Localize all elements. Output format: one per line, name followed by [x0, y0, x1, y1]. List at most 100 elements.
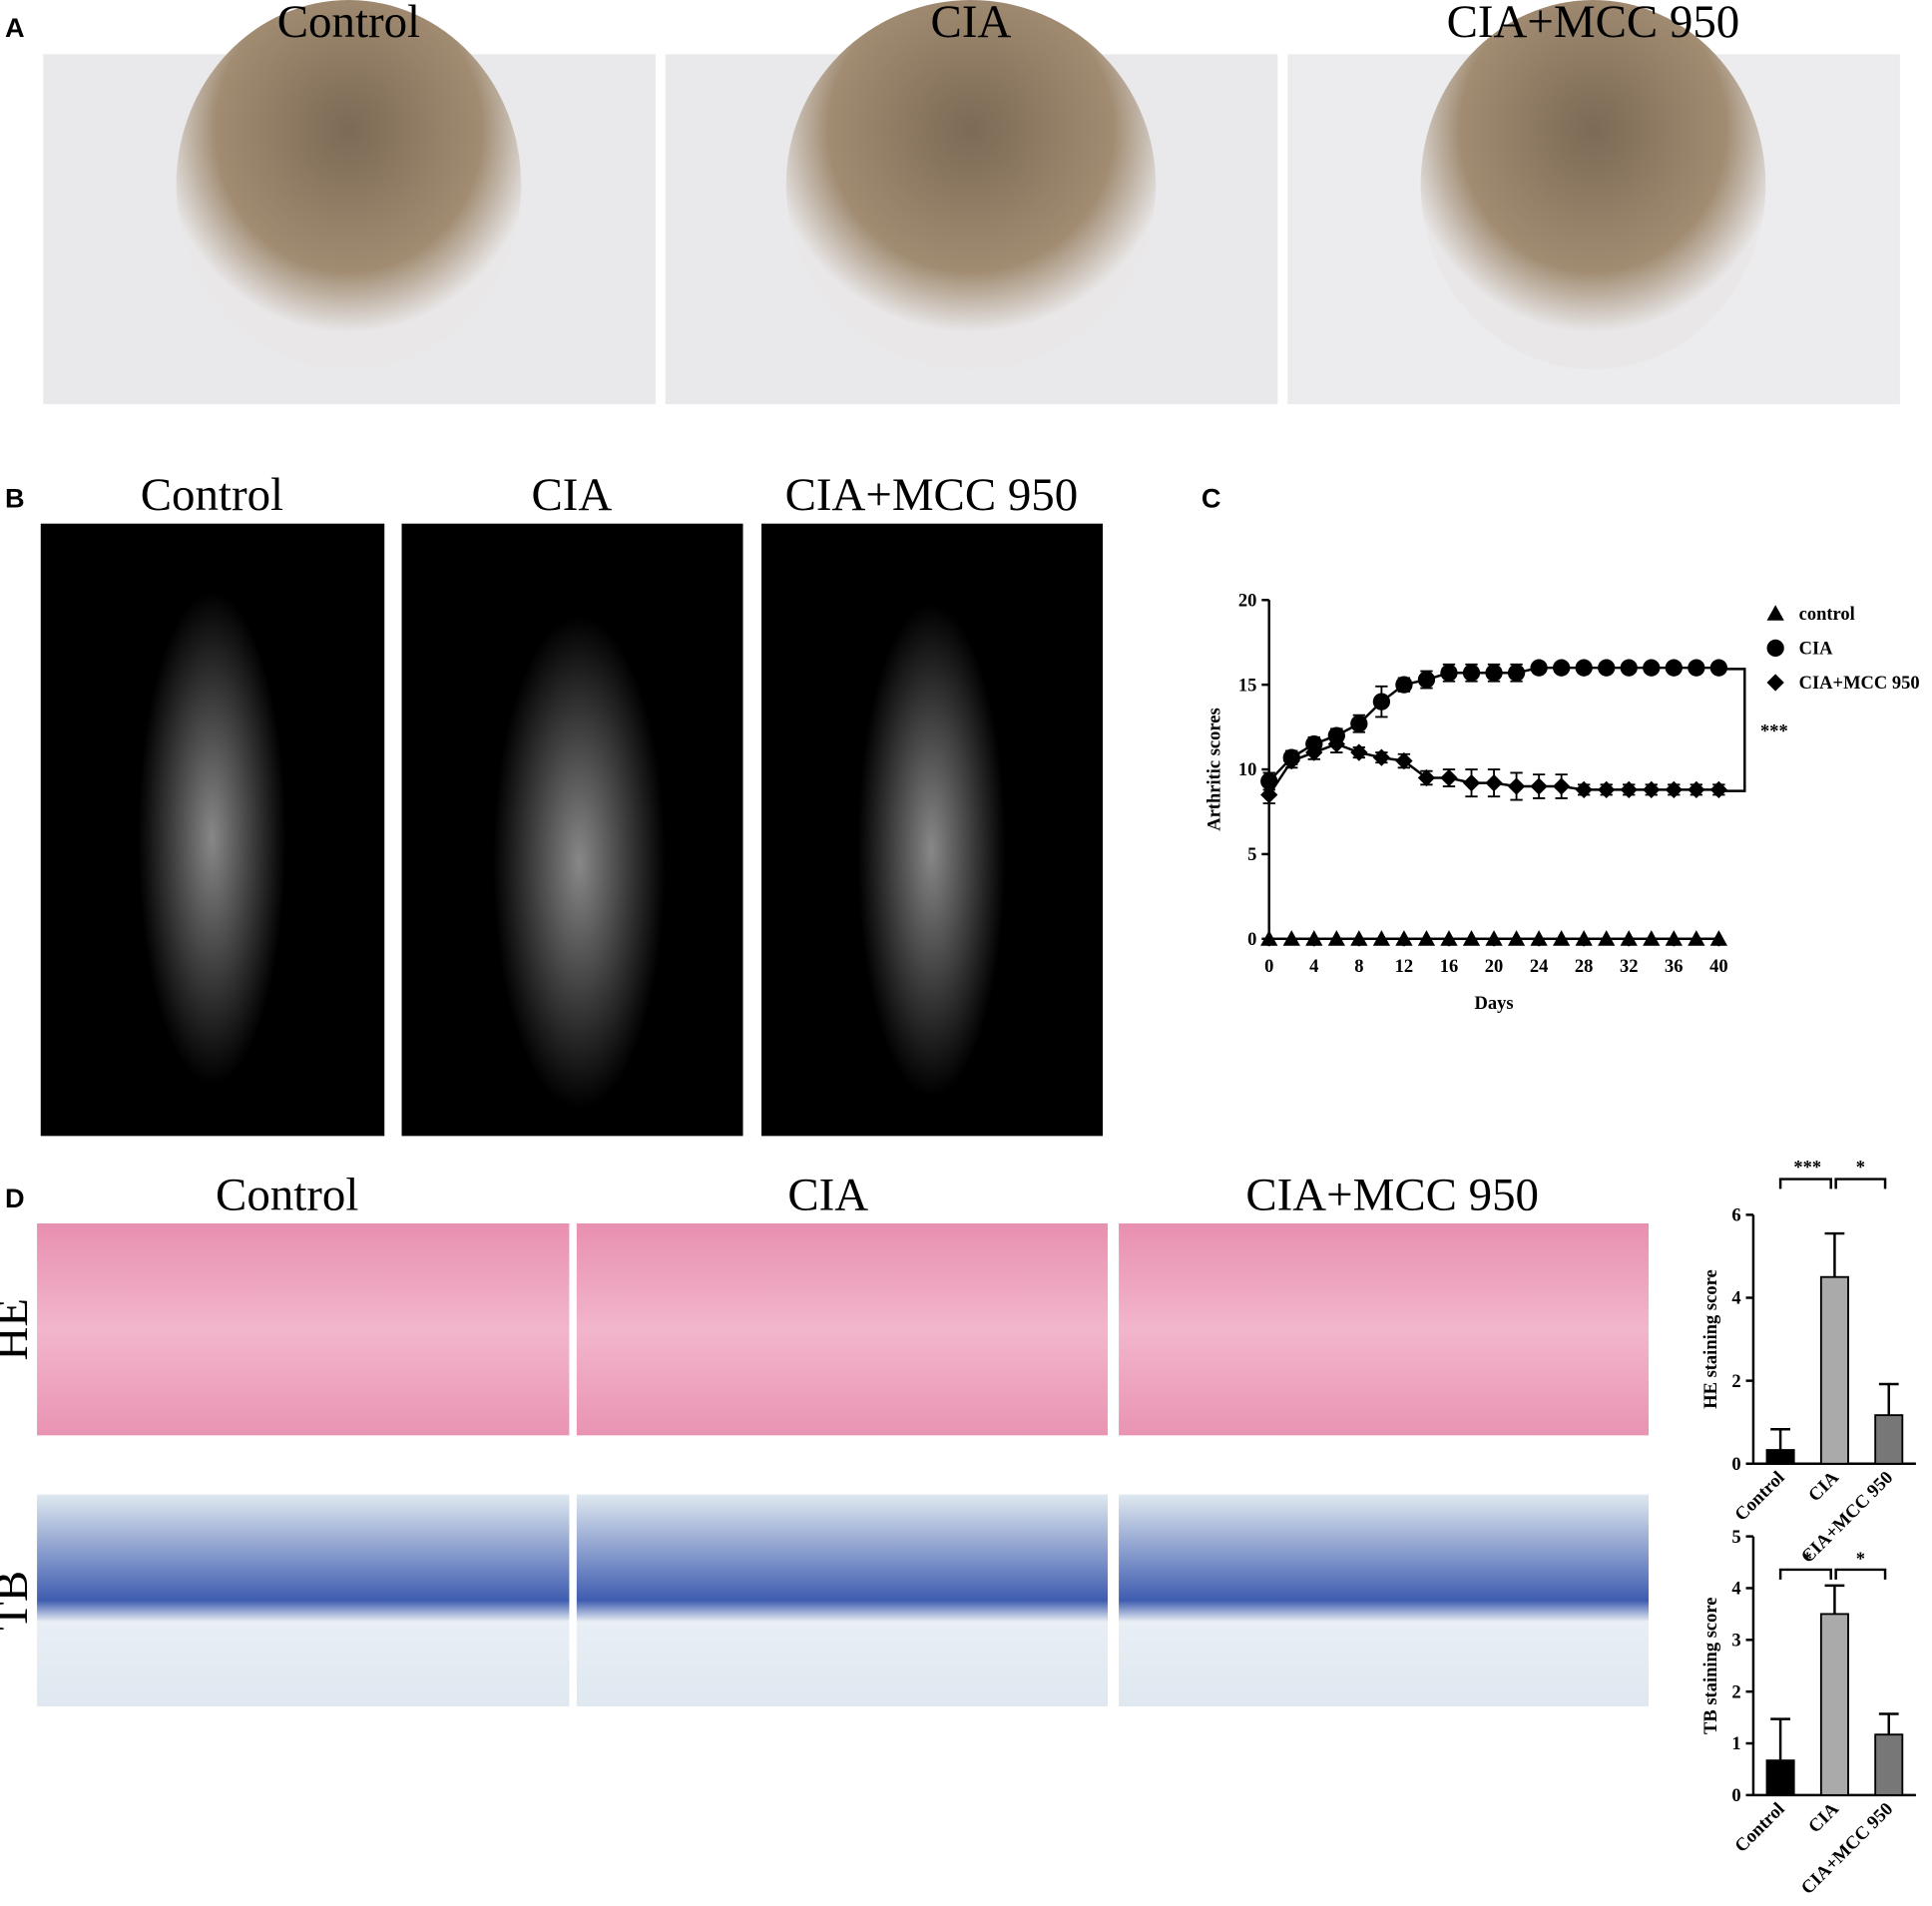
marker	[1350, 715, 1368, 732]
marker	[1709, 780, 1728, 799]
marker	[1643, 659, 1661, 677]
x-tick-label: 0	[1264, 957, 1273, 977]
y-tick-label: 2	[1731, 1372, 1740, 1392]
marker	[1665, 780, 1683, 799]
marker	[1260, 930, 1278, 946]
x-tick-label: CIA	[1805, 1468, 1844, 1507]
marker	[1620, 780, 1638, 799]
error-bar	[1824, 1584, 1845, 1615]
marker	[1598, 659, 1616, 677]
marker	[1709, 659, 1728, 677]
marker	[1462, 930, 1481, 946]
marker	[1665, 930, 1683, 946]
photo-title: CIA+MCC 950	[785, 469, 1079, 521]
histology-d	[37, 1223, 1649, 1706]
marker	[1530, 930, 1548, 946]
bar	[1874, 1733, 1904, 1796]
row-label: HE	[0, 1298, 38, 1361]
marker	[1372, 930, 1391, 946]
y-tick-label: 10	[1238, 760, 1257, 780]
x-tick-label: 32	[1620, 957, 1639, 977]
marker	[1688, 780, 1705, 799]
bar	[1765, 1759, 1795, 1796]
x-tick-label: 36	[1665, 957, 1684, 977]
error-bar	[1770, 1717, 1790, 1761]
y-tick-label: 15	[1238, 676, 1257, 696]
x-tick-label: 8	[1354, 957, 1363, 977]
marker	[1507, 777, 1526, 795]
marker	[1417, 671, 1436, 689]
legend-label: CIA+MCC 950	[1799, 674, 1920, 694]
bar	[1819, 1275, 1849, 1465]
y-tick-label: 6	[1731, 1206, 1740, 1226]
y-tick-label: 0	[1731, 1786, 1740, 1806]
x-tick-label: CIA	[1805, 1799, 1844, 1838]
marker	[1766, 605, 1784, 621]
series-line	[1267, 666, 1719, 782]
photo-title: CIA+MCC 950	[1245, 1169, 1539, 1220]
marker	[1350, 743, 1368, 761]
marker	[1260, 785, 1278, 804]
y-tick-label: 4	[1731, 1580, 1740, 1600]
error-bar	[1824, 1231, 1845, 1277]
annotation: ***	[1793, 1158, 1821, 1178]
error-bar	[1878, 1712, 1899, 1735]
y-tick-label: 20	[1238, 591, 1257, 611]
error-bar	[1770, 1428, 1790, 1451]
marker	[1643, 780, 1661, 799]
marker	[1372, 693, 1391, 711]
error-bar	[1878, 1382, 1899, 1416]
y-tick-label: 4	[1731, 1289, 1740, 1309]
y-tick-label: 5	[1731, 1528, 1740, 1548]
photo-title: Control	[141, 469, 283, 521]
x-tick-label: 24	[1530, 957, 1548, 977]
x-tick-label: 20	[1485, 957, 1504, 977]
row-label: TB	[0, 1571, 38, 1631]
annotation: *	[1856, 1158, 1865, 1178]
x-tick-label: Control	[1731, 1799, 1789, 1857]
annotation: *	[1803, 1550, 1812, 1570]
panel-label: A	[5, 12, 25, 43]
marker	[1688, 930, 1705, 946]
marker	[1620, 930, 1638, 946]
photo-title: CIA+MCC 950	[1447, 0, 1740, 48]
y-tick-label: 5	[1247, 845, 1256, 865]
photo-title: Control	[277, 0, 420, 48]
marker	[1372, 748, 1391, 766]
marker	[1665, 659, 1683, 677]
marker	[1688, 659, 1705, 677]
y-axis-title: Arthritic scores	[1205, 708, 1224, 830]
xray-b	[40, 523, 1104, 1137]
marker	[1643, 930, 1661, 946]
marker	[1440, 768, 1458, 787]
marker	[1485, 664, 1503, 682]
marker	[1507, 664, 1526, 682]
photo-title: Control	[216, 1169, 358, 1220]
marker	[1709, 930, 1728, 946]
marker	[1553, 777, 1571, 795]
marker	[1395, 930, 1413, 946]
marker	[1350, 930, 1368, 946]
marker	[1327, 930, 1345, 946]
marker	[1575, 659, 1593, 677]
x-tick-label: Control	[1731, 1468, 1789, 1526]
photo-title: CIA	[532, 469, 613, 521]
marker	[1440, 664, 1458, 682]
marker	[1553, 930, 1571, 946]
marker	[1598, 780, 1616, 799]
marker	[1766, 674, 1784, 692]
marker	[1507, 930, 1526, 946]
x-tick-label: 28	[1575, 957, 1594, 977]
photos-a	[43, 0, 1900, 404]
x-axis-title: Days	[1475, 994, 1514, 1014]
legend-label: CIA	[1799, 640, 1834, 660]
y-tick-label: 1	[1731, 1734, 1740, 1754]
marker	[1395, 676, 1413, 694]
x-tick-label: 16	[1440, 957, 1459, 977]
annotation: ***	[1760, 721, 1788, 741]
panel-label: C	[1202, 483, 1221, 514]
y-tick-label: 0	[1731, 1455, 1740, 1475]
x-tick-label: 40	[1709, 957, 1728, 977]
marker	[1462, 664, 1481, 682]
marker	[1327, 734, 1345, 753]
